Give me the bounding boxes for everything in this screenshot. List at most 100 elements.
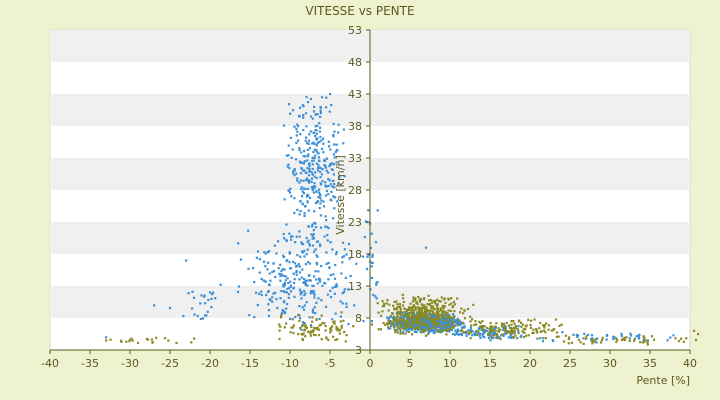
- data-point-series-2: [421, 319, 424, 323]
- data-point-series-2: [331, 325, 334, 328]
- data-point-series-1: [302, 128, 305, 132]
- data-point-series-2: [444, 311, 448, 314]
- data-point-series-2: [383, 304, 386, 308]
- data-point-series-1: [324, 282, 327, 285]
- data-point-series-1: [301, 306, 304, 309]
- data-point-series-1: [433, 331, 436, 335]
- data-point-series-1: [465, 334, 468, 337]
- data-point-series-1: [105, 336, 108, 339]
- data-point-series-1: [303, 304, 306, 307]
- data-point-series-1: [317, 195, 320, 199]
- data-point-series-1: [334, 285, 337, 288]
- data-point-series-1: [286, 277, 289, 280]
- data-point-series-1: [498, 336, 501, 339]
- data-point-series-1: [287, 154, 290, 157]
- data-point-series-1: [313, 293, 316, 296]
- data-point-series-1: [207, 298, 210, 302]
- data-point-series-1: [329, 289, 332, 292]
- data-point-series-2: [440, 296, 443, 299]
- data-point-series-1: [266, 251, 269, 254]
- data-point-series-2: [406, 315, 409, 318]
- data-point-series-1: [307, 209, 310, 212]
- data-point-series-2: [446, 319, 449, 322]
- data-point-series-1: [298, 278, 301, 281]
- data-point-series-2: [449, 309, 453, 313]
- data-point-series-2: [424, 334, 428, 337]
- data-point-series-1: [305, 125, 308, 128]
- data-point-series-1: [419, 330, 422, 333]
- data-point-series-2: [387, 322, 390, 325]
- x-tick-label: 35: [643, 357, 657, 370]
- data-point-series-2: [305, 326, 309, 330]
- data-point-series-1: [304, 187, 307, 191]
- data-point-series-2: [399, 328, 402, 332]
- data-point-series-1: [322, 200, 325, 203]
- data-point-series-1: [326, 225, 329, 229]
- data-point-series-2: [278, 337, 281, 341]
- data-point-series-2: [309, 334, 313, 337]
- data-point-series-1: [191, 290, 194, 293]
- data-point-series-2: [501, 324, 504, 327]
- data-point-series-2: [450, 297, 453, 300]
- data-point-series-1: [374, 241, 378, 244]
- data-point-series-2: [396, 321, 399, 324]
- data-point-series-2: [399, 307, 402, 310]
- data-point-series-2: [315, 327, 319, 331]
- data-point-series-1: [343, 288, 346, 291]
- data-point-series-1: [281, 308, 284, 312]
- data-point-series-2: [311, 320, 314, 323]
- data-point-series-1: [451, 313, 455, 316]
- data-point-series-2: [497, 327, 500, 330]
- data-point-series-1: [290, 156, 293, 159]
- data-point-series-2: [555, 335, 558, 338]
- data-point-series-2: [429, 310, 432, 313]
- data-point-series-2: [421, 329, 424, 332]
- data-point-series-1: [285, 154, 288, 157]
- data-point-series-2: [323, 322, 326, 325]
- data-point-series-1: [315, 132, 318, 135]
- data-point-series-2: [438, 310, 441, 313]
- data-point-series-1: [251, 267, 255, 270]
- data-point-series-1: [312, 141, 315, 144]
- data-point-series-1: [367, 209, 370, 212]
- data-point-series-1: [299, 210, 302, 213]
- data-point-series-2: [481, 320, 484, 323]
- data-point-series-2: [398, 316, 401, 319]
- data-point-series-1: [444, 321, 447, 324]
- data-point-series-2: [495, 322, 498, 325]
- data-point-series-1: [333, 130, 336, 133]
- data-point-series-1: [299, 255, 302, 258]
- data-point-series-1: [332, 153, 335, 156]
- data-point-series-2: [641, 341, 644, 344]
- data-point-series-2: [327, 338, 330, 341]
- x-tick-label: 5: [407, 357, 414, 370]
- data-point-series-1: [325, 169, 328, 172]
- data-point-series-2: [470, 324, 473, 327]
- data-point-series-1: [445, 318, 448, 321]
- data-point-series-2: [278, 323, 281, 326]
- data-point-series-1: [311, 163, 314, 166]
- data-point-series-1: [303, 160, 306, 163]
- data-point-series-2: [448, 303, 451, 306]
- data-point-series-2: [482, 329, 485, 332]
- data-point-series-2: [163, 337, 167, 340]
- data-point-series-1: [343, 175, 346, 178]
- data-point-series-1: [439, 319, 442, 322]
- data-point-series-2: [342, 319, 345, 322]
- data-point-series-1: [448, 324, 452, 327]
- data-point-series-1: [307, 142, 310, 145]
- data-point-series-1: [415, 330, 418, 334]
- data-point-series-1: [399, 330, 402, 334]
- data-point-series-1: [333, 292, 336, 295]
- data-point-series-1: [620, 334, 623, 338]
- data-point-series-1: [312, 228, 316, 232]
- data-point-series-1: [387, 318, 390, 321]
- data-point-series-2: [338, 332, 342, 335]
- data-point-series-2: [400, 317, 403, 320]
- data-point-series-1: [317, 152, 320, 155]
- data-point-series-1: [314, 113, 317, 116]
- data-point-series-1: [510, 326, 513, 330]
- data-point-series-2: [433, 318, 436, 322]
- data-point-series-2: [505, 331, 508, 334]
- data-point-series-1: [454, 329, 457, 332]
